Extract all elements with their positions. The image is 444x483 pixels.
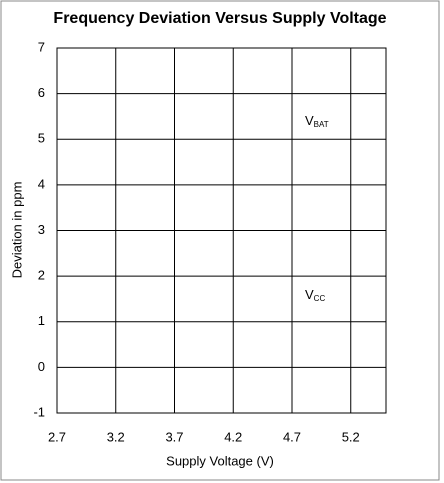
y-tick-label: 5 <box>38 131 45 146</box>
x-tick-label: 2.7 <box>48 429 66 444</box>
chart-title: Frequency Deviation Versus Supply Voltag… <box>53 10 386 27</box>
x-axis-label: Supply Voltage (V) <box>166 453 274 468</box>
x-tick-label: 3.2 <box>107 429 125 444</box>
y-tick-label: 0 <box>38 359 45 374</box>
y-tick-label: 4 <box>38 176 45 191</box>
y-tick-label: 1 <box>38 313 45 328</box>
x-tick-label: 5.2 <box>342 429 360 444</box>
x-tick-label: 4.7 <box>283 429 301 444</box>
y-tick-label: 7 <box>38 39 45 54</box>
y-tick-label: -1 <box>33 404 45 419</box>
x-tick-label: 4.2 <box>224 429 242 444</box>
series-label: VCC <box>305 287 325 303</box>
x-tick-label: 3.7 <box>165 429 183 444</box>
y-tick-label: 3 <box>38 222 45 237</box>
y-tick-label: 2 <box>38 268 45 283</box>
y-axis-label: Deviation in ppm <box>9 182 24 279</box>
y-tick-label: 6 <box>38 85 45 100</box>
series-label: VBAT <box>305 113 329 129</box>
